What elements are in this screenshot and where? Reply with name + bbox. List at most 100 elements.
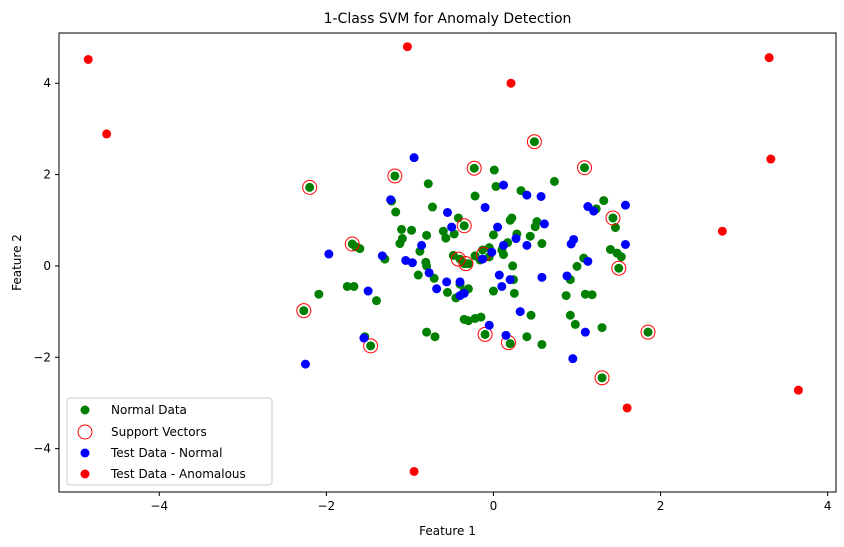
point-normal-data-36 <box>537 239 547 249</box>
point-support-vectors-11 <box>611 260 627 276</box>
x-tick-label: 4 <box>824 499 832 513</box>
point-test-data-normal-17 <box>324 249 334 259</box>
point-normal-data-92 <box>561 291 571 301</box>
point-test-data-normal-16 <box>583 256 593 266</box>
point-test-data-anomalous-1 <box>102 129 112 139</box>
point-normal-data-33 <box>525 231 535 241</box>
point-support-vectors-4 <box>577 160 593 176</box>
point-normal-data-24 <box>441 233 451 243</box>
point-support-vectors-12 <box>296 303 312 319</box>
point-test-data-normal-34 <box>511 234 521 244</box>
point-test-data-normal-40 <box>359 333 369 343</box>
y-axis-label: Feature 2 <box>10 234 24 291</box>
legend-box <box>66 397 273 486</box>
point-normal-data-89 <box>522 332 532 342</box>
point-normal-data-95 <box>570 319 580 329</box>
point-support-vectors-8 <box>450 251 466 267</box>
point-test-data-normal-4 <box>498 180 508 190</box>
point-test-data-normal-33 <box>505 275 515 285</box>
plot-frame <box>58 32 837 493</box>
point-test-data-normal-39 <box>300 359 310 369</box>
point-test-data-normal-28 <box>478 254 488 264</box>
point-test-data-normal-24 <box>442 277 452 287</box>
point-normal-data-87 <box>488 286 498 296</box>
point-normal-data-57 <box>508 261 518 271</box>
point-normal-data-39 <box>355 244 365 254</box>
point-test-data-normal-12 <box>539 219 549 229</box>
point-normal-data-5 <box>580 163 590 173</box>
point-normal-data-88 <box>505 339 515 349</box>
point-test-data-normal-25 <box>455 277 465 287</box>
point-normal-data-56 <box>498 250 508 260</box>
point-test-data-anomalous-7 <box>622 403 632 413</box>
point-normal-data-19 <box>407 225 417 235</box>
point-test-data-normal-42 <box>501 330 511 340</box>
point-normal-data-76 <box>430 332 440 342</box>
legend-marker-test-anomalous <box>80 469 90 479</box>
point-test-data-normal-30 <box>498 240 508 250</box>
point-support-vectors-14 <box>477 326 493 342</box>
point-normal-data-28 <box>488 230 498 240</box>
point-normal-data-69 <box>314 289 324 299</box>
point-normal-data-0 <box>305 182 315 192</box>
legend-marker-test-normal <box>80 448 90 458</box>
point-test-data-normal-0 <box>409 153 419 163</box>
point-normal-data-62 <box>580 289 590 299</box>
point-test-data-normal-27 <box>455 291 465 301</box>
point-test-data-anomalous-3 <box>506 78 516 88</box>
point-test-data-normal-37 <box>562 271 572 281</box>
point-normal-data-90 <box>526 310 536 320</box>
point-normal-data-49 <box>463 259 473 269</box>
x-tick-label: 2 <box>657 499 665 513</box>
point-test-data-normal-45 <box>580 327 590 337</box>
point-normal-data-13 <box>549 176 559 186</box>
point-normal-data-3 <box>489 165 499 175</box>
point-normal-data-15 <box>599 196 609 206</box>
point-test-data-normal-15 <box>620 239 630 249</box>
legend-label-support-vectors: Support Vectors <box>111 425 207 439</box>
x-tick-label: 0 <box>490 499 498 513</box>
point-normal-data-74 <box>371 296 381 306</box>
point-normal-data-25 <box>449 229 459 239</box>
point-normal-data-10 <box>470 191 480 201</box>
point-normal-data-44 <box>413 270 423 280</box>
point-test-data-normal-29 <box>487 247 497 257</box>
point-support-vectors-2 <box>466 160 482 176</box>
axis-ticks: −4 −2 0 2 4 −4 −2 0 2 4 <box>33 76 831 513</box>
x-tick-label: −2 <box>318 499 336 513</box>
point-support-vectors-7 <box>344 236 360 252</box>
point-support-vectors-16 <box>594 370 610 386</box>
point-normal-data-91 <box>537 339 547 349</box>
point-test-data-normal-31 <box>494 270 504 280</box>
chart-title: 1-Class SVM for Anomaly Detection <box>324 11 572 27</box>
point-test-data-normal-10 <box>447 222 457 232</box>
point-test-data-normal-35 <box>522 240 532 250</box>
x-axis-label: Feature 1 <box>419 524 476 538</box>
point-normal-data-27 <box>459 221 469 231</box>
point-support-vectors-6 <box>456 218 472 234</box>
point-test-data-normal-18 <box>377 251 387 261</box>
point-normal-data-18 <box>397 224 407 234</box>
point-normal-data-11 <box>491 181 501 191</box>
legend-label-normal-data: Normal Data <box>111 403 187 417</box>
point-test-data-normal-8 <box>589 206 599 216</box>
y-tick-label: 4 <box>43 76 51 90</box>
point-normal-data-97 <box>597 373 607 383</box>
point-test-data-normal-21 <box>417 240 427 250</box>
point-normal-data-21 <box>395 239 405 249</box>
legend: Normal Data Support Vectors Test Data - … <box>66 397 273 486</box>
point-test-data-normal-23 <box>432 284 442 294</box>
point-normal-data-35 <box>532 217 542 227</box>
point-normal-data-2 <box>469 163 479 173</box>
point-normal-data-9 <box>427 202 437 212</box>
point-test-data-normal-3 <box>480 202 490 212</box>
point-normal-data-31 <box>507 213 517 223</box>
point-normal-data-71 <box>349 281 359 291</box>
point-test-data-anomalous-4 <box>764 53 774 63</box>
point-test-data-normal-36 <box>537 272 547 282</box>
point-normal-data-22 <box>422 230 432 240</box>
point-normal-data-6 <box>423 179 433 189</box>
point-normal-data-43 <box>421 257 431 267</box>
point-test-data-normal-20 <box>407 258 417 268</box>
